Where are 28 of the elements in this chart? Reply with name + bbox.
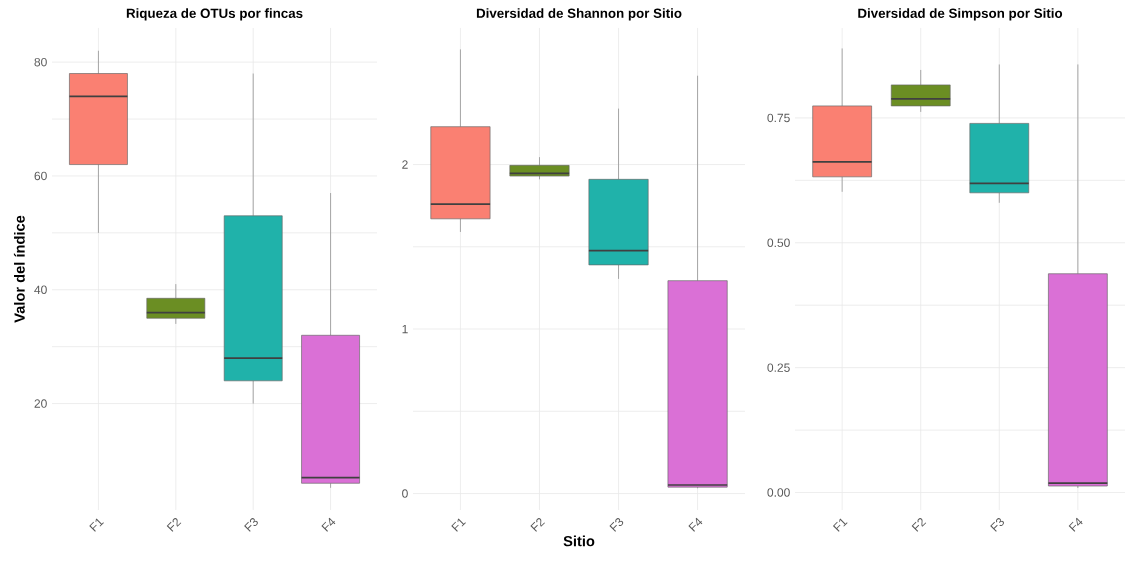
x-tick-label: F3 <box>244 518 258 532</box>
x-tick-label: F2 <box>911 518 927 532</box>
y-tick-label: 0.00 <box>767 488 790 497</box>
x-tick-label: F1 <box>451 518 466 532</box>
x-axis-title: Sitio <box>563 535 595 547</box>
y-tick-label: 0.75 <box>767 113 790 123</box>
y-tick-label: 0.50 <box>767 238 790 248</box>
y-tick-label: 0.25 <box>767 363 790 372</box>
y-tick-label: 1 <box>402 324 408 334</box>
y-tick-label: 0 <box>402 489 408 498</box>
y-tick-label: 40 <box>34 285 47 295</box>
x-tick-label: F2 <box>530 518 545 532</box>
x-tick-label: F4 <box>688 517 703 532</box>
y-tick-label: 20 <box>34 399 47 408</box>
y-tick-label: 2 <box>402 160 408 169</box>
x-tick-label: F4 <box>321 517 336 532</box>
x-tick-label: F2 <box>166 518 182 532</box>
chart-title: Diversidad de Shannon por Sitio <box>476 8 682 21</box>
y-tick-label: 60 <box>34 171 47 181</box>
x-tick-label: F3 <box>990 518 1004 532</box>
x-tick-label: F3 <box>609 518 624 532</box>
x-tick-label: F4 <box>1068 517 1083 532</box>
chart-title: Diversidad de Simpson por Sitio <box>858 8 1063 21</box>
x-tick-label: F1 <box>89 518 104 532</box>
x-tick-label: F1 <box>832 518 848 532</box>
y-tick-label: 80 <box>34 57 47 67</box>
chart-title: Riqueza de OTUs por fincas <box>126 8 303 21</box>
y-axis-title: Valor del índice <box>13 215 25 323</box>
